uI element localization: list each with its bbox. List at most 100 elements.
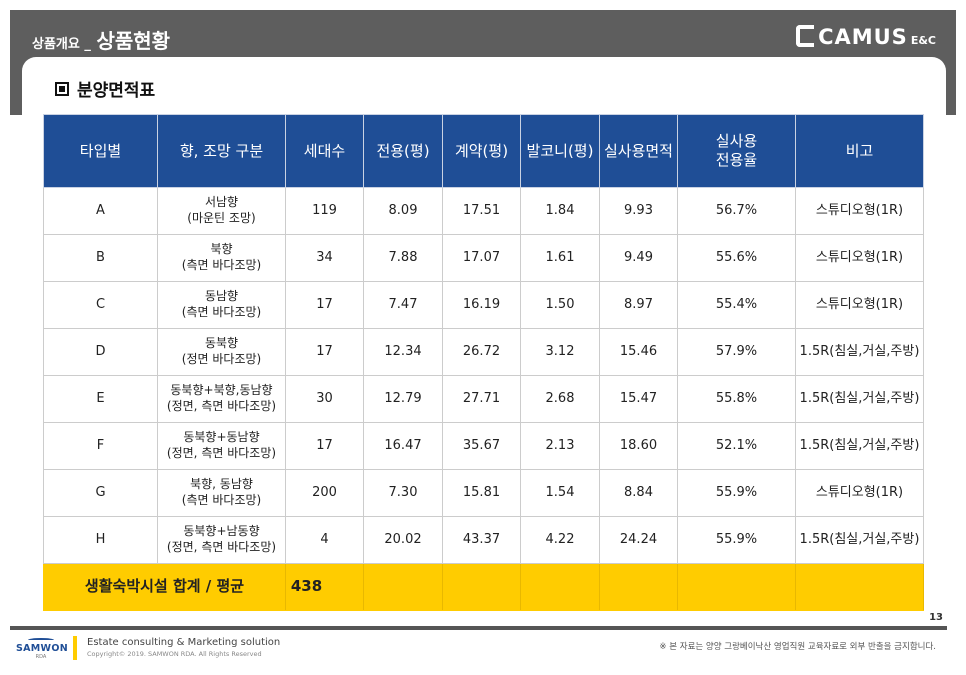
direction-text: 동북향+남동향 <box>183 524 260 539</box>
direction-cell: 동북향 (정면 바다조망) <box>157 328 286 376</box>
direction-text: 북향, 동남향 <box>190 477 253 492</box>
units-cell: 34 <box>285 234 364 282</box>
direction-cell: 동남향 (측면 바다조망) <box>157 281 286 329</box>
units-cell: 17 <box>285 422 364 470</box>
view-text: (정면, 측면 바다조망) <box>166 446 277 460</box>
note-cell: 스튜디오형(1R) <box>795 469 924 517</box>
usable-cell: 18.60 <box>599 422 678 470</box>
ratio-cell: 55.6% <box>677 234 796 282</box>
total-empty-cell <box>677 563 796 611</box>
area-table: 타입별 향, 조망 구분 세대수 전용(평) 계약(평) 발코니(평) 실사용면적 실사용 전용… <box>43 114 924 611</box>
note-cell: 1.5R(침실,거실,주방) <box>795 328 924 376</box>
direction-cell: 동북향+동남향 (정면, 측면 바다조망) <box>157 422 286 470</box>
footer-copyright: Copyright© 2019. SAMWON RDA. All Rights … <box>87 650 262 658</box>
ratio-cell: 52.1% <box>677 422 796 470</box>
page-title: 상품개요 _ 상품현황 <box>32 25 170 54</box>
exclusive-cell: 12.34 <box>363 328 443 376</box>
type-cell: G <box>43 469 158 517</box>
type-cell: H <box>43 516 158 564</box>
exclusive-cell: 7.88 <box>363 234 443 282</box>
direction-cell: 북향, 동남향 (측면 바다조망) <box>157 469 286 517</box>
usable-cell: 8.84 <box>599 469 678 517</box>
view-text: (정면, 측면 바다조망) <box>166 399 277 413</box>
exclusive-cell: 8.09 <box>363 187 443 235</box>
footer-text: Estate consulting & Marketing solution C… <box>87 637 280 658</box>
balcony-cell: 1.50 <box>520 281 600 329</box>
footer-accent-bar <box>73 636 77 660</box>
balcony-cell: 1.84 <box>520 187 600 235</box>
exclusive-cell: 7.30 <box>363 469 443 517</box>
direction-cell: 동북향+북향,동남향 (정면, 측면 바다조망) <box>157 375 286 423</box>
type-cell: E <box>43 375 158 423</box>
note-cell: 1.5R(침실,거실,주방) <box>795 422 924 470</box>
footer-note: ※ 본 자료는 양양 그랑베이낙산 영업직원 교육자료로 외부 반출을 금지합니… <box>659 642 936 652</box>
exclusive-cell: 7.47 <box>363 281 443 329</box>
balcony-cell: 1.54 <box>520 469 600 517</box>
type-cell: D <box>43 328 158 376</box>
balcony-cell: 4.22 <box>520 516 600 564</box>
type-cell: A <box>43 187 158 235</box>
balcony-cell: 3.12 <box>520 328 600 376</box>
usable-cell: 15.46 <box>599 328 678 376</box>
usable-cell: 9.49 <box>599 234 678 282</box>
table-header-row: 타입별 향, 조망 구분 세대수 전용(평) 계약(평) 발코니(평) 실사용면적 실사용 전용… <box>43 114 924 188</box>
balcony-cell: 1.61 <box>520 234 600 282</box>
total-label: 생활숙박시설 합계 / 평균 <box>43 563 286 611</box>
page-title-category: 상품개요 _ <box>32 37 91 52</box>
direction-cell: 동북향+남동향 (정면, 측면 바다조망) <box>157 516 286 564</box>
square-bullet-icon <box>55 81 69 96</box>
direction-cell: 서남향 (마운틴 조망) <box>157 187 286 235</box>
table-row: E 동북향+북향,동남향 (정면, 측면 바다조망) 30 12.79 27.71 2.68… <box>43 375 924 423</box>
exclusive-cell: 12.79 <box>363 375 443 423</box>
contract-cell: 35.67 <box>442 422 521 470</box>
type-cell: C <box>43 281 158 329</box>
footer-divider <box>10 626 947 630</box>
table-header-cell: 실사용 전용율 <box>677 114 796 188</box>
contract-cell: 15.81 <box>442 469 521 517</box>
ratio-cell: 55.9% <box>677 516 796 564</box>
note-cell: 1.5R(침실,거실,주방) <box>795 516 924 564</box>
table-row: G 북향, 동남향 (측면 바다조망) 200 7.30 15.81 1.54 8.84 55.… <box>43 469 924 517</box>
units-cell: 17 <box>285 328 364 376</box>
total-units: 438 <box>290 577 323 596</box>
total-empty-cell <box>520 563 600 611</box>
total-empty-cell <box>363 563 443 611</box>
contract-cell: 26.72 <box>442 328 521 376</box>
section-title-text: 분양면적표 <box>77 81 156 101</box>
usable-cell: 9.93 <box>599 187 678 235</box>
ratio-cell: 57.9% <box>677 328 796 376</box>
table-header-cell: 전용(평) <box>363 114 443 188</box>
table-row: F 동북향+동남향 (정면, 측면 바다조망) 17 16.47 35.67 2.13 18.… <box>43 422 924 470</box>
table-header-cell: 계약(평) <box>442 114 521 188</box>
view-text: (정면, 측면 바다조망) <box>166 540 277 554</box>
note-cell: 1.5R(침실,거실,주방) <box>795 375 924 423</box>
view-text: (측면 바다조망) <box>181 305 262 319</box>
note-cell: 스튜디오형(1R) <box>795 281 924 329</box>
balcony-cell: 2.68 <box>520 375 600 423</box>
total-row: 생활숙박시설 합계 / 평균 438 <box>43 563 924 611</box>
table-row: C 동남향 (측면 바다조망) 17 7.47 16.19 1.50 8.97 55.4% 스튜디… <box>43 281 924 329</box>
camus-logo: CAMUS E&C <box>796 22 936 49</box>
camus-logo-sub: E&C <box>910 34 936 47</box>
balcony-cell: 2.13 <box>520 422 600 470</box>
units-cell: 30 <box>285 375 364 423</box>
table-row: D 동북향 (정면 바다조망) 17 12.34 26.72 3.12 15.46 57.9% 1… <box>43 328 924 376</box>
usable-cell: 15.47 <box>599 375 678 423</box>
units-cell: 17 <box>285 281 364 329</box>
direction-text: 동북향 <box>204 336 239 351</box>
ratio-cell: 55.8% <box>677 375 796 423</box>
type-cell: F <box>43 422 158 470</box>
section-title: 분양면적표 <box>55 76 155 101</box>
total-units-cell: 438 <box>285 563 364 611</box>
samwon-logo-icon <box>28 638 54 642</box>
camus-logo-text: CAMUS <box>818 25 908 49</box>
ratio-cell: 55.4% <box>677 281 796 329</box>
direction-text: 동남향 <box>204 289 239 304</box>
contract-cell: 16.19 <box>442 281 521 329</box>
ratio-cell: 56.7% <box>677 187 796 235</box>
contract-cell: 17.07 <box>442 234 521 282</box>
samwon-logo-sub: RDA <box>35 654 47 660</box>
table-row: A 서남향 (마운틴 조망) 119 8.09 17.51 1.84 9.93 56.7% 스튜디… <box>43 187 924 235</box>
note-cell: 스튜디오형(1R) <box>795 234 924 282</box>
samwon-logo-name: SAMWON <box>16 643 68 654</box>
